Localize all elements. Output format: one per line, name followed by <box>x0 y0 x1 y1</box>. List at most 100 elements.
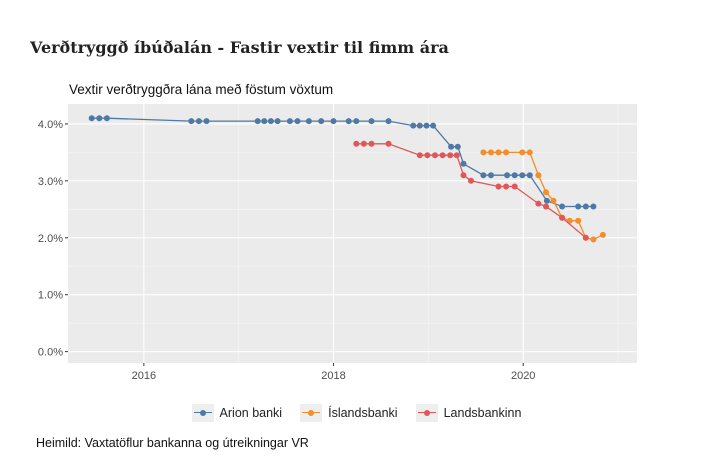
data-point <box>526 149 533 156</box>
data-point <box>543 203 549 210</box>
x-tick-label: 2020 <box>511 370 535 382</box>
data-point <box>188 118 195 125</box>
data-point <box>519 172 526 179</box>
data-point <box>368 140 375 147</box>
data-point <box>460 172 467 179</box>
data-point <box>368 118 375 125</box>
data-point <box>353 118 360 125</box>
y-tick-label: 0.0% <box>38 347 63 359</box>
series-2 <box>353 140 589 241</box>
x-tick-label: 2018 <box>321 370 345 382</box>
data-point <box>550 197 557 204</box>
data-point <box>423 122 430 129</box>
data-point <box>432 152 438 159</box>
legend-point-landsbankinn <box>423 410 430 416</box>
legend-key-landsbankinn <box>415 404 438 422</box>
data-point <box>526 172 533 179</box>
data-point <box>503 183 510 190</box>
data-point <box>345 118 352 125</box>
legend-point-islandsbanki <box>308 410 315 416</box>
y-axis: 0.0% 1.0% 2.0% 3.0% 4.0% <box>38 119 68 359</box>
data-point <box>590 236 597 243</box>
data-point <box>535 200 542 207</box>
data-point <box>575 217 582 224</box>
series-0 <box>88 115 597 210</box>
legend-item-arion: Arion banki <box>191 404 283 422</box>
legend-key-islandsbanki <box>300 404 323 422</box>
source-note: Heimild: Vaxtatöflur bankanna og útreikn… <box>36 436 309 450</box>
data-point <box>203 118 210 125</box>
data-point <box>543 197 550 204</box>
legend: Arion banki Íslandsbanki Landsbankinn <box>0 404 713 422</box>
data-point <box>360 140 367 147</box>
series-layer <box>88 115 606 243</box>
data-point <box>385 140 392 147</box>
data-point <box>424 152 431 159</box>
data-point <box>495 183 502 190</box>
data-point <box>416 152 423 159</box>
legend-label-landsbankinn: Landsbankinn <box>443 406 522 420</box>
data-point <box>519 149 526 156</box>
data-point <box>416 122 423 129</box>
legend-key-arion <box>191 404 214 422</box>
plot-panel <box>68 104 637 363</box>
y-tick-label: 3.0% <box>38 176 63 188</box>
data-point <box>410 122 417 129</box>
chart-title: Vextir verðtryggðra lána með föstum vöxt… <box>69 82 334 97</box>
y-tick-label: 1.0% <box>38 290 63 302</box>
data-point <box>305 118 312 125</box>
data-point <box>503 149 510 156</box>
page-title: Verðtryggð íbúðalán - Fastir vextir til … <box>30 38 449 57</box>
data-point <box>294 118 301 125</box>
legend-item-islandsbanki: Íslandsbanki <box>300 404 398 422</box>
legend-point-arion <box>199 410 206 416</box>
data-point <box>488 172 494 179</box>
legend-item-landsbankinn: Landsbankinn <box>415 404 522 422</box>
grid-major <box>68 104 637 363</box>
grid-minor <box>68 104 637 363</box>
data-point <box>261 118 268 125</box>
data-point <box>286 118 293 125</box>
data-point <box>447 152 454 159</box>
legend-label-arion: Arion banki <box>219 406 283 420</box>
data-point <box>590 203 597 210</box>
data-point <box>460 160 467 167</box>
data-point <box>96 115 103 122</box>
data-point <box>559 214 566 221</box>
data-point <box>488 149 494 156</box>
data-point <box>480 149 487 156</box>
data-point <box>439 152 446 159</box>
data-point <box>504 172 511 179</box>
data-point <box>559 203 566 210</box>
data-point <box>267 118 274 125</box>
data-point <box>318 118 325 125</box>
y-tick-label: 2.0% <box>38 233 63 245</box>
data-point <box>254 118 261 125</box>
data-point <box>103 115 110 122</box>
data-point <box>599 231 606 238</box>
series-1 <box>480 149 606 243</box>
data-point <box>582 234 589 241</box>
data-point <box>448 143 455 150</box>
data-point <box>480 172 487 179</box>
data-point <box>353 140 360 147</box>
data-point <box>330 118 337 125</box>
data-point <box>430 122 437 129</box>
data-point <box>468 177 474 184</box>
data-point <box>88 115 95 122</box>
data-point <box>385 118 392 125</box>
x-axis: 2016 2018 2020 <box>132 363 535 382</box>
data-point <box>495 149 502 156</box>
data-point <box>195 118 202 125</box>
data-point <box>511 172 518 179</box>
x-tick-label: 2016 <box>132 370 156 382</box>
data-point <box>454 143 461 150</box>
y-tick-label: 4.0% <box>38 119 63 131</box>
data-point <box>582 203 589 210</box>
data-point <box>274 118 281 125</box>
legend-label-islandsbanki: Íslandsbanki <box>328 406 398 420</box>
data-point <box>511 183 518 190</box>
data-point <box>575 203 582 210</box>
data-point <box>453 152 460 159</box>
